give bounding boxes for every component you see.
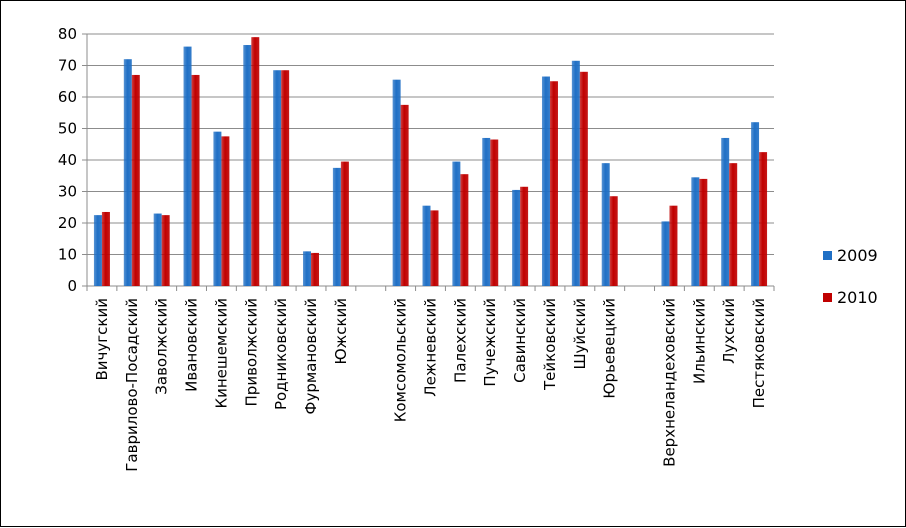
x-tick-label: Палехский bbox=[451, 298, 469, 383]
bar-2010 bbox=[759, 152, 768, 286]
bar-2009 bbox=[123, 59, 132, 287]
bars bbox=[93, 37, 768, 287]
bar-2009 bbox=[183, 46, 192, 286]
x-tick-label: Приволжский bbox=[242, 298, 260, 406]
bar-2010 bbox=[221, 136, 230, 286]
y-tick-label: 80 bbox=[58, 25, 77, 43]
x-tick-label: Комсомольский bbox=[392, 298, 410, 422]
x-tick-label: Вичугский bbox=[93, 298, 111, 380]
x-tick-label: Лухский bbox=[720, 298, 738, 364]
bar-2010 bbox=[609, 196, 618, 286]
y-tick-label: 40 bbox=[58, 151, 77, 169]
y-tick-label: 20 bbox=[58, 214, 77, 232]
legend: 2009 2010 bbox=[823, 246, 878, 307]
x-tick-label: Заволжский bbox=[153, 298, 171, 395]
x-tick-label: Родниковский bbox=[272, 298, 290, 410]
bar-2009 bbox=[452, 161, 461, 286]
legend-label-2009: 2009 bbox=[837, 246, 878, 265]
bar-2009 bbox=[243, 45, 252, 287]
x-tick-label: Гаврилово-Посадский bbox=[123, 298, 141, 472]
gridlines bbox=[82, 33, 774, 287]
bar-2009 bbox=[661, 221, 670, 286]
x-tick-label: Тейковский bbox=[541, 298, 559, 391]
bar-2010 bbox=[430, 210, 439, 286]
bar-2010 bbox=[131, 74, 140, 286]
bar-2009 bbox=[392, 79, 401, 286]
y-tick-label: 50 bbox=[58, 120, 77, 138]
x-tick-label: Лежневский bbox=[422, 298, 440, 397]
y-tick-label: 70 bbox=[58, 57, 77, 75]
x-tick-label: Пучежский bbox=[481, 298, 499, 387]
x-tick-label: Шуйский bbox=[571, 298, 589, 369]
bar-2010 bbox=[340, 161, 349, 286]
bar-2009 bbox=[512, 189, 521, 286]
bar-2009 bbox=[213, 131, 222, 286]
bar-2010 bbox=[729, 163, 738, 286]
legend-swatch-2010 bbox=[823, 293, 832, 302]
bar-2009 bbox=[273, 70, 282, 286]
y-tick-label: 10 bbox=[58, 246, 77, 264]
x-tick-label: Ивановский bbox=[183, 298, 201, 392]
bar-2009 bbox=[482, 137, 491, 286]
bar-2010 bbox=[281, 70, 290, 286]
bar-2010 bbox=[490, 139, 499, 286]
bar-2010 bbox=[579, 71, 588, 286]
bar-2009 bbox=[422, 205, 431, 286]
bar-2010 bbox=[520, 186, 529, 286]
y-tick-labels: 0 10 20 30 40 50 60 70 80 bbox=[58, 25, 77, 295]
bar-2009 bbox=[303, 251, 312, 286]
bar-2010 bbox=[400, 104, 409, 286]
bar-2009 bbox=[751, 122, 760, 286]
bar-2010 bbox=[251, 37, 260, 287]
bar-2010 bbox=[549, 81, 558, 286]
bar-2009 bbox=[721, 137, 730, 286]
bar-2010 bbox=[669, 205, 678, 286]
legend-label-2010: 2010 bbox=[837, 288, 878, 307]
bar-2010 bbox=[311, 252, 320, 286]
y-tick-label: 30 bbox=[58, 183, 77, 201]
x-tick-label: Ильинский bbox=[690, 298, 708, 384]
bar-2009 bbox=[153, 213, 162, 286]
x-tick-label: Юрьевецкий bbox=[601, 298, 619, 399]
y-tick-label: 60 bbox=[58, 88, 77, 106]
legend-swatch-2009 bbox=[823, 251, 832, 260]
x-tick-label: Верхнеландеховский bbox=[660, 298, 678, 467]
bar-2010 bbox=[101, 211, 110, 286]
bar-2009 bbox=[571, 60, 580, 287]
bar-2009 bbox=[601, 163, 610, 286]
x-tick-label: Пестяковский bbox=[750, 298, 768, 408]
bar-2009 bbox=[691, 177, 700, 286]
bar-2010 bbox=[699, 178, 708, 286]
x-tick-label: Кинешемский bbox=[212, 298, 230, 409]
bar-2009 bbox=[541, 76, 550, 287]
x-tick-label: Фурмановский bbox=[302, 298, 320, 414]
x-tick-label: Савинский bbox=[511, 298, 529, 383]
y-tick-label: 0 bbox=[67, 277, 77, 295]
bar-2009 bbox=[93, 215, 102, 286]
bar-2009 bbox=[332, 167, 341, 286]
x-tick-label: Южский bbox=[332, 298, 350, 365]
bar-2010 bbox=[191, 74, 200, 286]
bar-2010 bbox=[460, 174, 469, 286]
x-tick-labels: Вичугский Гаврилово-Посадский Заволжский Ив… bbox=[93, 298, 768, 472]
bar-2010 bbox=[161, 215, 170, 286]
